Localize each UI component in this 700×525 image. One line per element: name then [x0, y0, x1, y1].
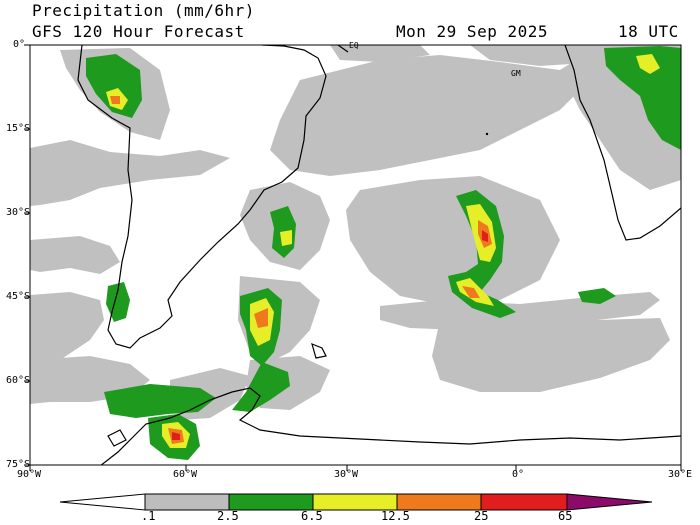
colorbar [59, 493, 653, 511]
greenwich-meridian-label: GM [511, 69, 521, 78]
colorbar-label-3: 12.5 [381, 509, 410, 523]
lat-label-60s: 60°S [6, 375, 31, 386]
lat-label-75s: 75°S [6, 459, 31, 470]
colorbar-segment-2 [228, 493, 314, 511]
colorbar-label-0: .1 [141, 509, 156, 523]
lat-label-30s: 30°S [6, 207, 31, 218]
axis-ticks [24, 44, 682, 471]
lon-label-60w: 60°W [173, 469, 198, 480]
lat-label-0: 0° [13, 39, 26, 50]
island-marker [485, 132, 489, 136]
lat-label-45s: 45°S [6, 291, 31, 302]
colorbar-segment-0 [59, 493, 146, 511]
map-title: Precipitation (mm/6hr) [32, 1, 255, 20]
colorbar-segment-1 [144, 493, 230, 511]
coastlines [77, 45, 681, 465]
colorbar-segment-6 [566, 493, 653, 511]
forecast-time: 18 UTC [618, 22, 679, 41]
map-frame [29, 44, 682, 466]
lon-label-30w: 30°W [334, 469, 359, 480]
colorbar-label-4: 25 [474, 509, 489, 523]
lon-label-90w: 90°W [17, 469, 42, 480]
model-label: GFS 120 Hour Forecast [32, 22, 245, 41]
colorbar-label-1: 2.5 [217, 509, 239, 523]
colorbar-label-5: 65 [558, 509, 573, 523]
lon-label-0: 0° [512, 469, 525, 480]
colorbar-label-2: 6.5 [301, 509, 323, 523]
colorbar-segment-5 [480, 493, 568, 511]
colorbar-segment-4 [396, 493, 482, 511]
extreme-precip-areas [172, 230, 488, 440]
forecast-date: Mon 29 Sep 2025 [396, 22, 548, 41]
colorbar-segment-3 [312, 493, 398, 511]
lat-label-15s: 15°S [6, 123, 31, 134]
equator-label: EQ [349, 41, 359, 50]
lon-label-30e: 30°E [668, 469, 693, 480]
